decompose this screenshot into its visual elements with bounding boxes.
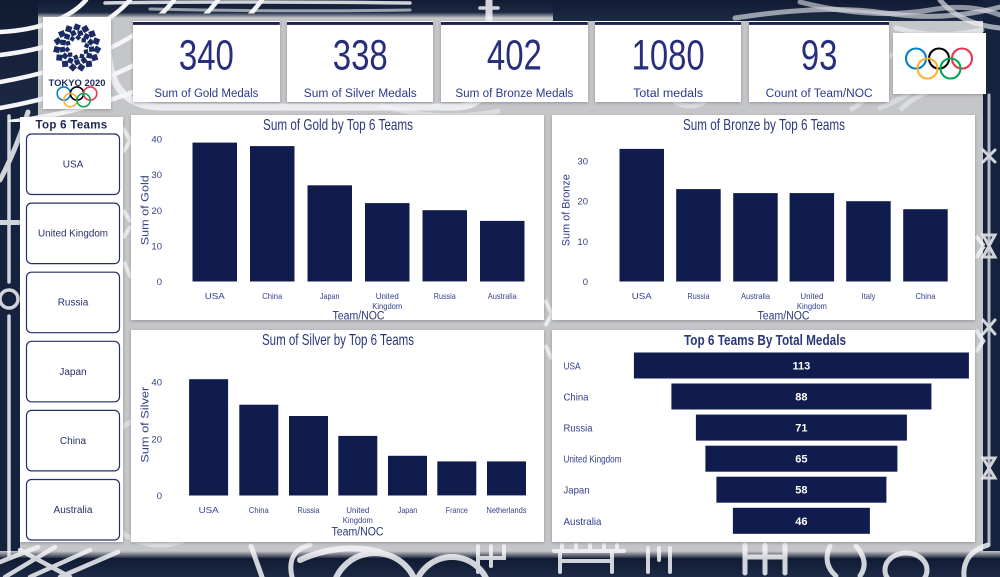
- svg-text:Australia: Australia: [563, 516, 601, 528]
- svg-text:Kingdom: Kingdom: [342, 515, 372, 525]
- svg-text:Kingdom: Kingdom: [796, 301, 826, 311]
- svg-text:United Kingdom: United Kingdom: [563, 454, 621, 466]
- svg-text:Sum of Bronze: Sum of Bronze: [560, 174, 572, 246]
- svg-text:Japan: Japan: [320, 291, 340, 301]
- svg-text:30: 30: [151, 170, 162, 181]
- svg-text:United Kingdom: United Kingdom: [38, 229, 108, 240]
- svg-text:France: France: [445, 505, 467, 515]
- svg-text:Japan: Japan: [59, 367, 86, 378]
- svg-text:340: 340: [179, 31, 234, 79]
- svg-text:Russia: Russia: [297, 505, 319, 515]
- svg-text:USA: USA: [631, 291, 651, 301]
- svg-text:Top 6 Teams By Total Medals: Top 6 Teams By Total Medals: [684, 333, 846, 349]
- svg-text:Russia: Russia: [563, 423, 592, 435]
- svg-text:China: China: [60, 436, 87, 447]
- svg-text:1080: 1080: [632, 31, 705, 79]
- svg-text:71: 71: [795, 423, 807, 435]
- svg-text:338: 338: [333, 31, 388, 79]
- svg-text:Sum of Silver by Top 6 Teams: Sum of Silver by Top 6 Teams: [262, 332, 414, 349]
- svg-text:58: 58: [795, 485, 807, 497]
- svg-text:Japan: Japan: [397, 505, 417, 515]
- svg-text:Sum of Gold: Sum of Gold: [139, 175, 151, 245]
- svg-text:Kingdom: Kingdom: [372, 301, 402, 311]
- svg-text:10: 10: [151, 241, 162, 252]
- svg-text:30: 30: [577, 156, 588, 167]
- svg-text:40: 40: [151, 135, 162, 146]
- svg-text:TOKYO 2020: TOKYO 2020: [49, 78, 106, 88]
- svg-text:93: 93: [801, 31, 838, 79]
- svg-text:United: United: [800, 291, 823, 301]
- svg-text:China: China: [563, 392, 588, 404]
- svg-text:China: China: [915, 291, 935, 301]
- svg-text:20: 20: [151, 434, 162, 445]
- svg-text:46: 46: [795, 516, 807, 528]
- svg-text:Count of Team/NOC: Count of Team/NOC: [766, 88, 873, 100]
- svg-text:Total medals: Total medals: [633, 88, 703, 100]
- svg-text:Sum of Gold Medals: Sum of Gold Medals: [154, 88, 258, 100]
- svg-text:Italy: Italy: [861, 291, 876, 301]
- svg-text:0: 0: [156, 277, 161, 288]
- svg-text:Russia: Russia: [58, 298, 89, 309]
- svg-text:United: United: [346, 505, 369, 515]
- svg-text:65: 65: [795, 454, 807, 466]
- svg-text:10: 10: [577, 237, 588, 248]
- svg-text:USA: USA: [198, 505, 218, 515]
- svg-text:402: 402: [487, 31, 542, 79]
- svg-text:Russia: Russia: [433, 291, 455, 301]
- svg-text:USA: USA: [204, 291, 224, 301]
- svg-text:China: China: [262, 291, 282, 301]
- svg-text:Team/NOC: Team/NOC: [331, 527, 383, 539]
- svg-text:USA: USA: [563, 361, 580, 373]
- svg-text:88: 88: [795, 392, 807, 404]
- svg-text:Netherlands: Netherlands: [486, 505, 526, 515]
- svg-text:Sum of Silver: Sum of Silver: [139, 386, 151, 462]
- svg-text:Australia: Australia: [54, 505, 93, 516]
- svg-text:Top 6 Teams: Top 6 Teams: [36, 120, 108, 132]
- svg-text:Sum of Bronze by Top 6 Teams: Sum of Bronze by Top 6 Teams: [683, 117, 845, 134]
- svg-text:Sum of Gold by Top 6 Teams: Sum of Gold by Top 6 Teams: [263, 117, 413, 134]
- svg-text:Japan: Japan: [563, 485, 589, 497]
- svg-text:20: 20: [577, 197, 588, 208]
- svg-text:Russia: Russia: [687, 291, 709, 301]
- svg-text:Team/NOC: Team/NOC: [757, 311, 809, 320]
- svg-text:Sum of Silver Medals: Sum of Silver Medals: [304, 88, 417, 100]
- svg-text:Australia: Australia: [487, 291, 516, 301]
- svg-text:Team/NOC: Team/NOC: [332, 311, 384, 320]
- svg-text:USA: USA: [63, 160, 84, 171]
- svg-text:0: 0: [156, 491, 161, 502]
- svg-text:20: 20: [151, 206, 162, 217]
- svg-text:Australia: Australia: [741, 291, 770, 301]
- svg-text:Sum of Bronze Medals: Sum of Bronze Medals: [455, 88, 573, 100]
- svg-text:113: 113: [792, 361, 810, 373]
- svg-text:United: United: [375, 291, 398, 301]
- svg-text:0: 0: [582, 277, 587, 288]
- svg-text:China: China: [248, 505, 268, 515]
- svg-text:40: 40: [151, 378, 162, 389]
